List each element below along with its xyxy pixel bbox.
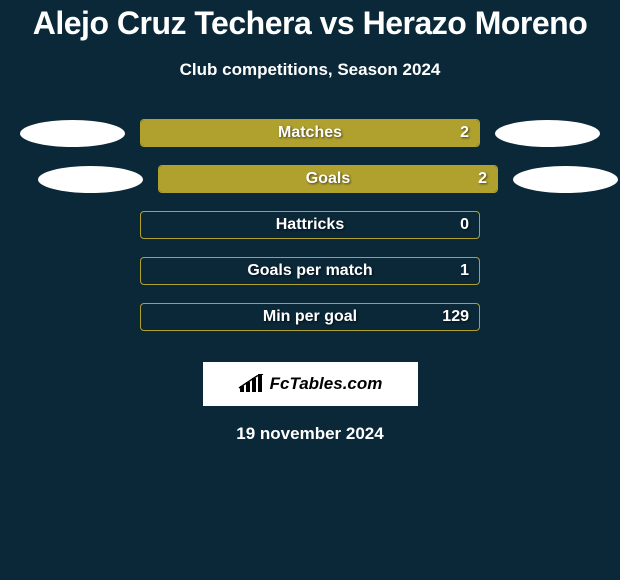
subtitle: Club competitions, Season 2024 bbox=[0, 60, 620, 80]
stat-bar: Matches 2 bbox=[140, 119, 480, 147]
stat-label: Goals per match bbox=[141, 258, 479, 284]
brand-text: FcTables.com bbox=[270, 374, 383, 394]
stat-value: 2 bbox=[478, 166, 487, 192]
stat-value: 1 bbox=[460, 258, 469, 284]
stat-bar: Min per goal 129 bbox=[140, 303, 480, 331]
stat-value: 2 bbox=[460, 120, 469, 146]
stat-label: Matches bbox=[141, 120, 479, 146]
right-marker-ellipse bbox=[513, 166, 618, 193]
page-title: Alejo Cruz Techera vs Herazo Moreno bbox=[0, 5, 620, 42]
brand-inner: FcTables.com bbox=[238, 374, 383, 394]
comparison-card: Alejo Cruz Techera vs Herazo Moreno Club… bbox=[0, 0, 620, 444]
right-marker-spacer bbox=[495, 304, 600, 331]
left-marker-ellipse bbox=[38, 166, 143, 193]
stat-row: Goals 2 bbox=[0, 156, 620, 202]
stat-label: Hattricks bbox=[141, 212, 479, 238]
stat-value: 0 bbox=[460, 212, 469, 238]
right-marker-spacer bbox=[495, 212, 600, 239]
stat-bar: Goals 2 bbox=[158, 165, 498, 193]
stat-row: Goals per match 1 bbox=[0, 248, 620, 294]
left-marker-ellipse bbox=[20, 120, 125, 147]
stat-row: Matches 2 bbox=[0, 110, 620, 156]
stat-rows: Matches 2 Goals 2 Hattricks 0 bbox=[0, 110, 620, 340]
stat-label: Goals bbox=[159, 166, 497, 192]
stat-row: Hattricks 0 bbox=[0, 202, 620, 248]
bar-chart-icon bbox=[238, 374, 266, 394]
right-marker-ellipse bbox=[495, 120, 600, 147]
brand-badge: FcTables.com bbox=[203, 362, 418, 406]
left-marker-spacer bbox=[20, 304, 125, 331]
date-text: 19 november 2024 bbox=[0, 424, 620, 444]
left-marker-spacer bbox=[20, 258, 125, 285]
stat-bar: Hattricks 0 bbox=[140, 211, 480, 239]
stat-label: Min per goal bbox=[141, 304, 479, 330]
stat-value: 129 bbox=[442, 304, 469, 330]
right-marker-spacer bbox=[495, 258, 600, 285]
stat-row: Min per goal 129 bbox=[0, 294, 620, 340]
stat-bar: Goals per match 1 bbox=[140, 257, 480, 285]
left-marker-spacer bbox=[20, 212, 125, 239]
